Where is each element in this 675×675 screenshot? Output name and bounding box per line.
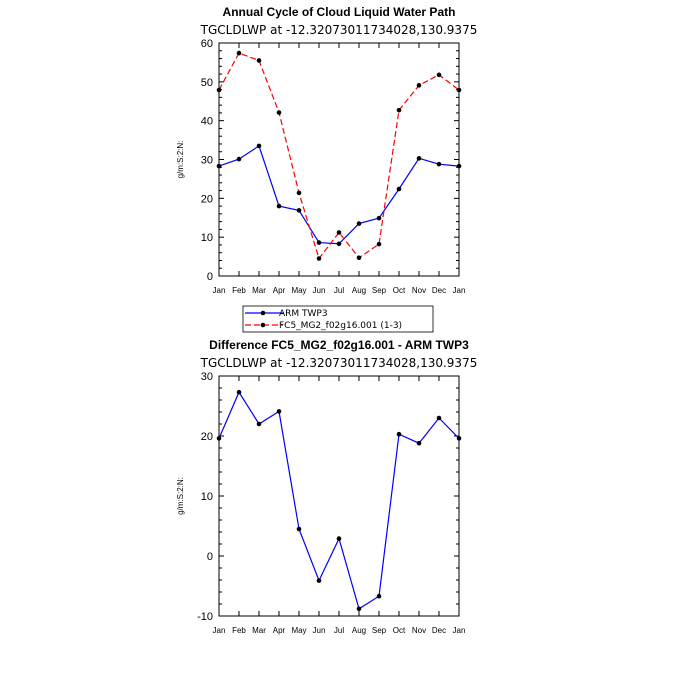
panel2-xtick-label: Oct: [393, 626, 406, 635]
panel1-ylabel: g/m:S:2:N:: [176, 141, 185, 179]
panel1-series-1-point: [456, 163, 462, 169]
panel1-series-1-point: [416, 156, 422, 161]
panel2-xtick-label: Jun: [313, 626, 326, 635]
panel1-series-2-point: [316, 256, 322, 261]
legend-marker-2: [260, 322, 266, 328]
panel2-ytick-label: 30: [201, 371, 213, 383]
panel1-series-line-2: [218, 52, 460, 260]
panel2-series-1-point: [296, 526, 302, 532]
panel1-series-2-point: [416, 83, 422, 88]
panel2-ytick-label: -10: [197, 611, 213, 623]
panel1-xtick-label: Sep: [372, 286, 387, 295]
panel2-title: Difference FC5_MG2_f02g16.001 - ARM TWP3: [209, 338, 469, 352]
panel1-series-1-point: [396, 186, 402, 192]
panel1-series-1-point: [296, 208, 302, 213]
panel1-xtick-label: Jan: [213, 286, 226, 295]
panel1-series-1-point: [316, 240, 322, 245]
panel1-xtick-label: Jun: [313, 286, 326, 295]
panel1-series-2-point: [276, 110, 282, 115]
panel2-xtick-label: Aug: [352, 626, 366, 635]
panel1-subtitle: TGCLDLWP at -12.32073011734028,130.9375: [200, 23, 478, 37]
panel1-series-2-point: [336, 230, 342, 235]
panel1-series-line-1: [218, 144, 460, 245]
panel2-series-1-point: [216, 436, 222, 441]
panel1-xtick-label: Apr: [273, 286, 286, 295]
panel2-ytick-label: 10: [201, 491, 213, 503]
legend-box: [242, 305, 434, 333]
panel1-series-2-point: [456, 87, 462, 93]
panel2-xtick-label: May: [291, 626, 306, 635]
panel1-xtick-label: Aug: [352, 286, 366, 295]
panel1-ytick-label: 50: [201, 77, 213, 89]
panel2-xtick-label: Nov: [412, 626, 426, 635]
legend-label-2: FC5_MG2_f02g16.001 (1-3): [279, 321, 402, 331]
panel2-subtitle: TGCLDLWP at -12.32073011734028,130.9375: [200, 356, 478, 370]
panel2-xtick-label: Jan: [453, 626, 466, 635]
panel2-xtick-label: Apr: [273, 626, 286, 635]
panel1-series-1-point: [256, 143, 262, 149]
panel2-series-line-1: [218, 390, 460, 610]
panel1-series-2-point: [356, 255, 362, 261]
panel1-xtick-label: Oct: [393, 286, 406, 295]
panel2-series-1-point: [256, 421, 262, 427]
panel2-xtick-label: Sep: [372, 626, 387, 635]
panel1-series-2-point: [396, 107, 402, 113]
panel1-series-2-point: [256, 58, 262, 63]
panel2-xtick-label: Jan: [213, 626, 226, 635]
panel1-title: Annual Cycle of Cloud Liquid Water Path: [223, 5, 456, 19]
panel2-series-1-point: [336, 536, 342, 541]
panel2-series-1-point: [376, 593, 382, 599]
panel1-ytick-label: 0: [207, 271, 213, 283]
panel1-series-2-point: [216, 87, 222, 93]
panel1-xtick-label: Dec: [432, 286, 446, 295]
panel2-series-1-point: [236, 389, 242, 395]
panel2-series-1-point: [396, 431, 402, 437]
panel1-series-1-point: [376, 215, 382, 221]
panel1-xtick-label: May: [291, 286, 306, 295]
panel1-xtick-label: Jan: [453, 286, 466, 295]
panel2-xtick-label: Jul: [334, 626, 344, 635]
panel1-ytick-label: 20: [201, 193, 213, 205]
panel1-xtick-label: Nov: [412, 286, 426, 295]
panel2-series-1-point: [316, 578, 322, 583]
panel2-xtick-label: Feb: [232, 626, 246, 635]
panel1-xtick-label: Jul: [334, 286, 344, 295]
panel1-series-1-point: [356, 221, 362, 226]
panel2-ytick-label: 0: [207, 551, 213, 563]
panel1-xtick-label: Mar: [252, 286, 266, 295]
panel1-series-2-point: [296, 190, 302, 196]
panel1-ytick-label: 30: [201, 155, 213, 167]
legend-marker-1: [260, 310, 266, 316]
panel2-ylabel: g/m:S:2:N:: [176, 477, 185, 515]
panel1-series-1-point: [436, 161, 442, 167]
panel1-ytick-label: 40: [201, 116, 213, 128]
panel1-ytick-label: 60: [201, 38, 213, 50]
panel2-series-1-point: [416, 440, 422, 446]
panel1-series-2-point: [236, 50, 242, 56]
panel1-series-1-point: [216, 163, 222, 169]
panel1-series-2-point: [376, 241, 382, 247]
panel2-series-1-point: [456, 436, 462, 441]
panel1-series-1-point: [236, 156, 242, 162]
panel2-series-1-point: [356, 606, 362, 612]
panel1-series-2-point: [436, 72, 442, 78]
panel1-xtick-label: Feb: [232, 286, 246, 295]
panel2-xtick-label: Mar: [252, 626, 266, 635]
panel1-series-1-point: [336, 241, 342, 247]
legend-label-1: ARM TWP3: [279, 309, 328, 319]
panel2-series-1-point: [436, 415, 442, 421]
panel2-xtick-label: Dec: [432, 626, 446, 635]
panel1-series-1-point: [276, 203, 282, 209]
panel2-plot-frame: [218, 375, 460, 617]
panel1-ytick-label: 10: [201, 232, 213, 244]
panel2-ytick-label: 20: [201, 431, 213, 443]
panel2-series-1-point: [276, 409, 282, 414]
